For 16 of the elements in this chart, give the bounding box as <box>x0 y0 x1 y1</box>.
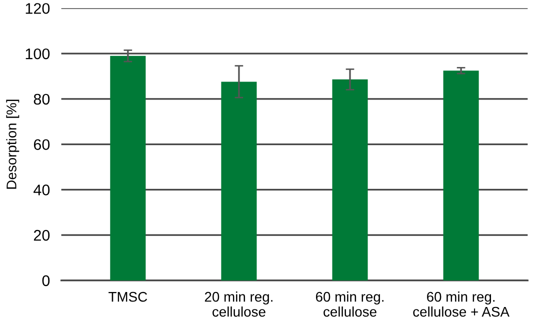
y-tick-label: 0 <box>42 275 50 286</box>
y-tick-label: 80 <box>34 94 50 105</box>
y-tick-label: 60 <box>34 139 50 150</box>
bar <box>221 82 257 280</box>
bar <box>443 70 479 280</box>
x-tick-label: 20 min reg. cellulose <box>204 292 272 317</box>
y-axis-title: Desorption [%] <box>6 100 20 189</box>
y-tick-label: 100 <box>26 48 50 60</box>
y-tick-label: 40 <box>34 184 50 196</box>
x-tick-label: 60 min reg. cellulose <box>316 292 384 317</box>
bar <box>110 56 146 280</box>
y-tick-label: 120 <box>26 3 50 14</box>
x-tick-label: TMSC <box>108 292 148 302</box>
y-tick-label: 20 <box>34 230 50 241</box>
x-tick-label: 60 min reg. cellulose + ASA <box>413 292 510 317</box>
bar <box>332 79 368 280</box>
